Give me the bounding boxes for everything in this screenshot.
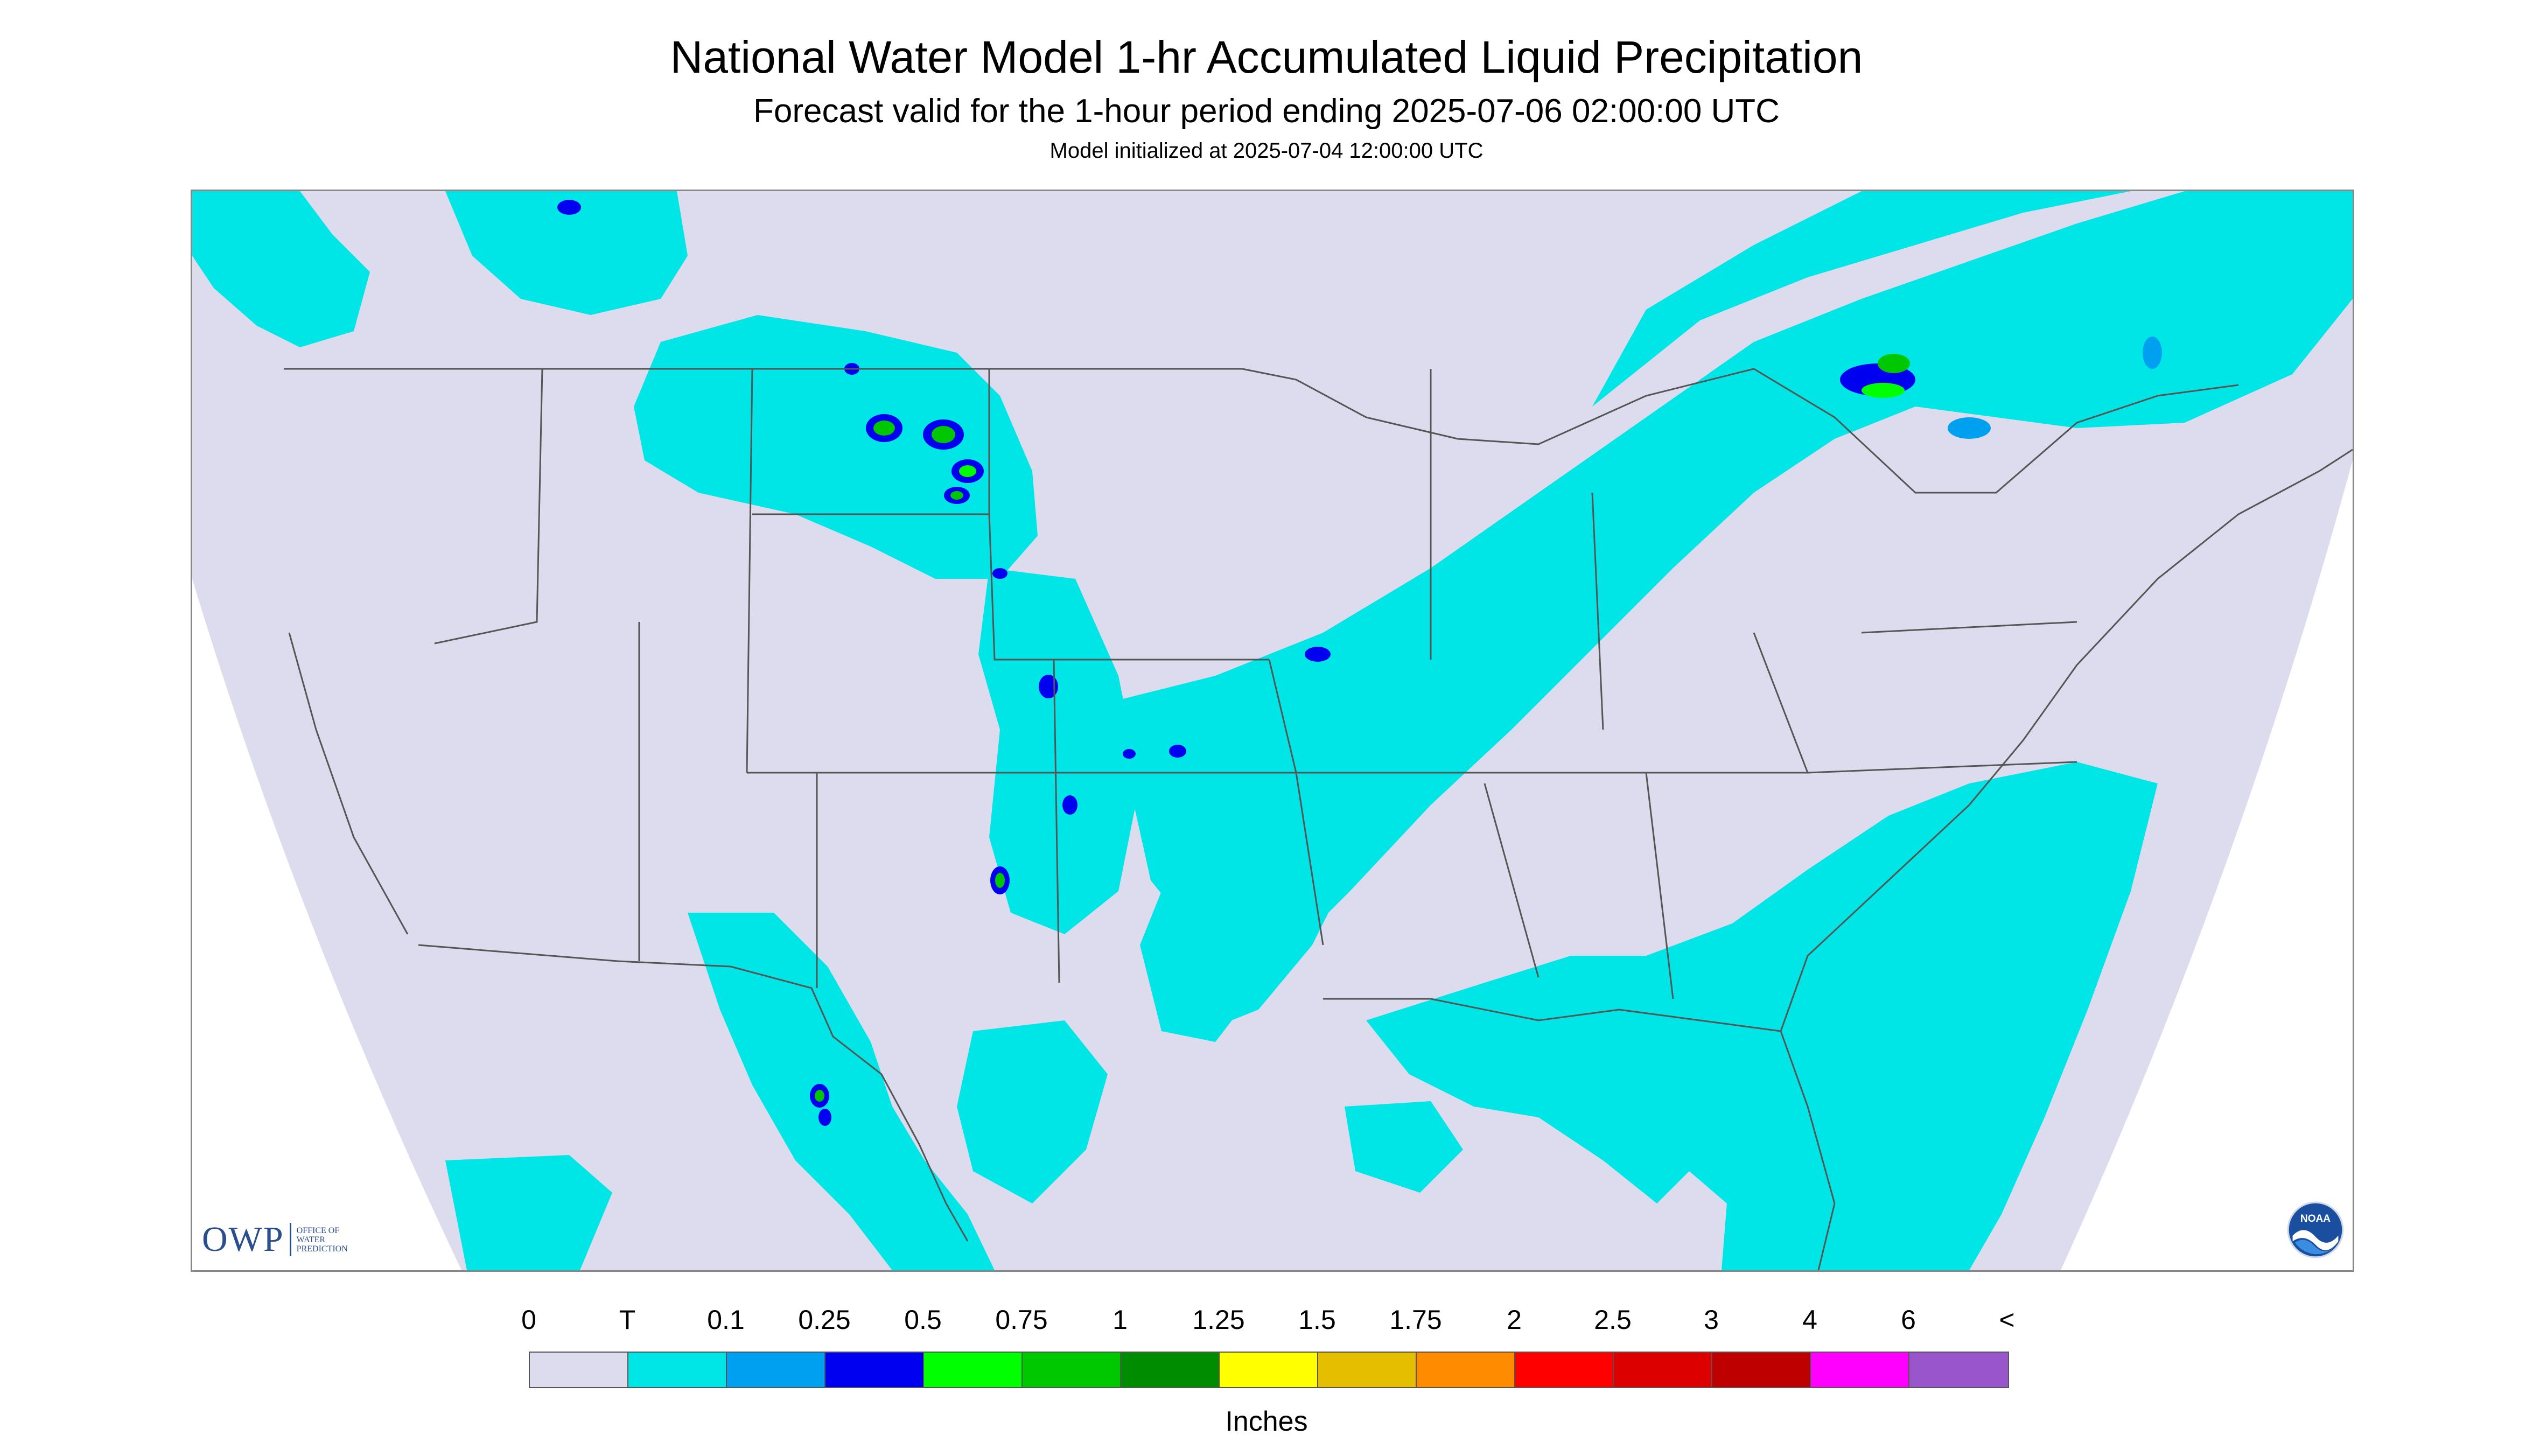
precip-cell	[932, 426, 955, 443]
precip-area-southeast-gulf	[1366, 762, 2158, 1270]
precip-area-mexico-sierra	[688, 913, 995, 1270]
precip-cell	[959, 465, 976, 477]
precip-cell	[815, 1090, 824, 1102]
owp-logo-icon: OWP OFFICE OF WATER PREDICTION	[202, 1220, 372, 1259]
precip-area-canada-quebec	[1592, 191, 2131, 407]
precip-cell	[1123, 749, 1136, 759]
precipitation-areas	[192, 191, 2353, 1270]
colorbar-tick-label: <	[1999, 1305, 2015, 1335]
colorbar-tick-label: 6	[1901, 1305, 1916, 1335]
colorbar-segment	[1614, 1353, 1712, 1387]
colorbar-tick-label: 1.5	[1298, 1305, 1336, 1335]
boundary-lines	[284, 368, 2353, 1270]
colorbar-tick-label: 2.5	[1594, 1305, 1632, 1335]
map-title: National Water Model 1-hr Accumulated Li…	[670, 32, 1863, 82]
colorbar-tick-label: 1.75	[1389, 1305, 1442, 1335]
state-line	[746, 368, 753, 773]
colorbar-tick-label: 0.25	[798, 1305, 851, 1335]
precip-cell	[1305, 647, 1331, 662]
owp-logo-divider	[289, 1223, 291, 1256]
colorbar-tick-label: 2	[1507, 1305, 1522, 1335]
state-line	[1645, 772, 1674, 999]
colorbar-segment	[1811, 1353, 1909, 1387]
precip-cell	[1862, 383, 1905, 398]
precip-cell	[992, 568, 1007, 579]
precip-cell	[557, 200, 581, 215]
owp-logo-subtext: OFFICE OF WATER PREDICTION	[296, 1226, 348, 1254]
owp-logo-text: OWP	[202, 1220, 284, 1259]
colorbar-tick-label: 0.5	[904, 1305, 942, 1335]
colorbar-tick-label: 1	[1112, 1305, 1128, 1335]
precip-area-pacific-nw	[192, 191, 370, 347]
precip-cell	[818, 1109, 831, 1126]
colorbar-tick-label: 3	[1704, 1305, 1719, 1335]
colorbar-segment	[628, 1353, 727, 1387]
map-canvas	[192, 191, 2353, 1270]
colorbar-segment	[727, 1353, 825, 1387]
colorbar-tick-label: 4	[1802, 1305, 1817, 1335]
colorbar	[529, 1352, 2009, 1388]
precip-area-montana-dakotas	[634, 315, 1038, 579]
coastline	[1323, 998, 1836, 1270]
colorbar-tick-label: 0	[521, 1305, 536, 1335]
colorbar-segment	[924, 1353, 1023, 1387]
colorbar-segment	[825, 1353, 924, 1387]
colorbar-segment	[1712, 1353, 1811, 1387]
precip-cell	[1039, 675, 1058, 698]
precip-cell	[873, 421, 895, 436]
noaa-logo-text: NOAA	[2300, 1213, 2331, 1224]
precip-cell	[1878, 354, 1910, 373]
coastline	[1780, 449, 2353, 1032]
colorbar-segment	[1121, 1353, 1220, 1387]
precip-cell	[950, 491, 963, 500]
precip-cell	[1169, 745, 1186, 758]
colorbar-segment	[1909, 1353, 2008, 1387]
colorbar-segment	[1417, 1353, 1515, 1387]
precipitation-map: OWP OFFICE OF WATER PREDICTION NOAA	[191, 190, 2354, 1272]
heavy-precip-cells	[557, 200, 2162, 1126]
precip-area-kansas-oklahoma	[1129, 762, 1350, 1031]
precip-cell	[1062, 795, 1077, 815]
noaa-logo-icon: NOAA	[2287, 1201, 2344, 1258]
state-line	[1753, 632, 1809, 773]
colorbar-segment	[1318, 1353, 1417, 1387]
state-line	[1053, 659, 1060, 983]
colorbar-tick-label: 0.75	[995, 1305, 1048, 1335]
state-line	[1591, 492, 1604, 730]
colorbar-tick-labels: 0 T 0.1 0.25 0.5 0.75 1 1.25 1.5 1.75 2 2.5 3 4 6 <	[0, 1306, 2533, 1339]
colorbar-tick-label: T	[619, 1305, 636, 1335]
precip-area-midwest-band	[1108, 191, 2353, 1042]
state-line	[988, 514, 1269, 661]
precip-cell	[995, 873, 1005, 888]
colorbar-segment	[1220, 1353, 1318, 1387]
colorbar-tick-label: 1.25	[1192, 1305, 1245, 1335]
precip-area-mexico-central	[957, 1020, 1108, 1203]
us-mexico-border	[418, 944, 969, 1242]
model-init-label: Model initialized at 2025-07-04 12:00:00…	[1049, 139, 1484, 163]
map-subtitle: Forecast valid for the 1-hour period end…	[753, 93, 1780, 130]
colorbar-segment	[1515, 1353, 1614, 1387]
coastline	[288, 632, 409, 935]
precip-area-gulf-mexico	[1345, 1101, 1463, 1193]
us-canada-border	[284, 368, 2239, 494]
colorbar-units-label: Inches	[1225, 1406, 1308, 1437]
colorbar-segment	[530, 1353, 628, 1387]
precip-area-pacific-south	[445, 1155, 612, 1270]
state-line	[1484, 783, 1540, 978]
precip-cell	[1948, 417, 1991, 439]
colorbar-tick-label: 0.1	[707, 1305, 745, 1335]
precip-cell	[2143, 337, 2162, 369]
state-line	[434, 368, 543, 645]
state-line	[1861, 621, 2077, 634]
colorbar-segment	[1023, 1353, 1121, 1387]
precip-area-alberta	[445, 191, 688, 315]
